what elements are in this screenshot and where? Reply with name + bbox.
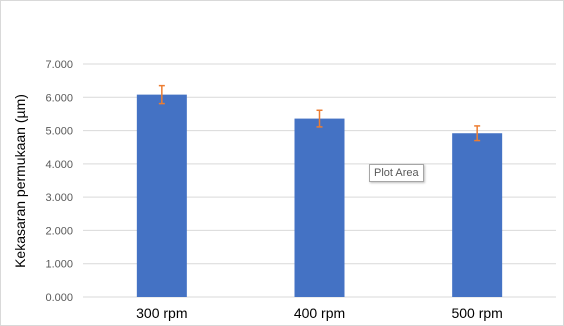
y-tick-label: 6.000 — [45, 92, 73, 104]
x-category-label: 500 rpm — [451, 305, 502, 321]
y-tick-label: 1.000 — [45, 259, 73, 271]
x-category-label: 300 rpm — [136, 305, 187, 321]
label-layer: 0.000 1.000 2.000 3.000 4.000 5.000 6.000 7.000… — [45, 59, 502, 321]
y-tick-label: 7.000 — [45, 59, 73, 71]
bar — [452, 133, 503, 297]
y-tick-label: 0.000 — [45, 292, 73, 304]
y-tick-label: 2.000 — [45, 225, 73, 237]
y-axis-title: Kekasaran permukaan (µm) — [12, 94, 28, 268]
plot-area-tooltip: Plot Area — [369, 164, 424, 182]
y-tick-label: 5.000 — [45, 126, 73, 138]
x-category-label: 400 rpm — [294, 305, 345, 321]
y-tick-label: 4.000 — [45, 159, 73, 171]
y-tick-label: 3.000 — [45, 192, 73, 204]
bar-layer — [136, 84, 503, 298]
bar — [294, 118, 345, 298]
bar — [136, 94, 187, 297]
